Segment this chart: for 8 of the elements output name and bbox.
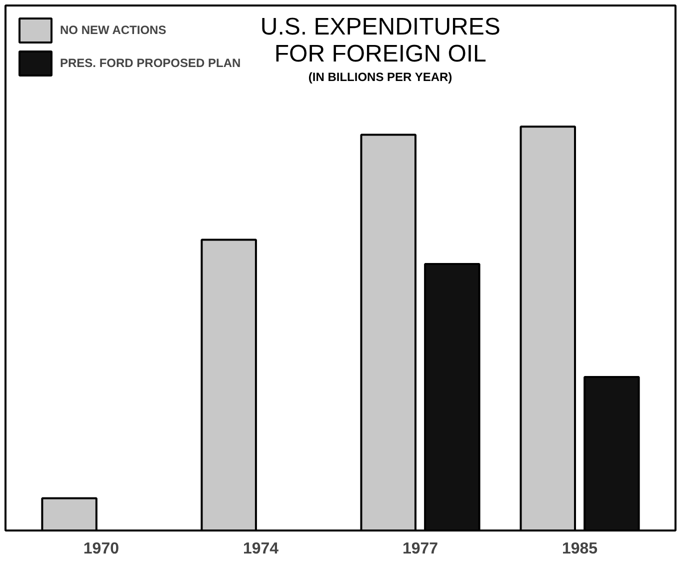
chart-subtitle: (IN BILLIONS PER YEAR) [308, 70, 452, 84]
legend-label: NO NEW ACTIONS [60, 23, 166, 37]
x-tick-label: 1977 [402, 540, 438, 558]
x-tick-label: 1974 [242, 540, 279, 558]
x-tick-label: 1970 [83, 540, 120, 558]
x-tick-label: 1985 [562, 540, 598, 558]
chart-title: U.S. EXPENDITURES FOR FOREIGN OIL [260, 14, 500, 68]
legend-label: PRES. FORD PROPOSED PLAN [60, 56, 241, 70]
